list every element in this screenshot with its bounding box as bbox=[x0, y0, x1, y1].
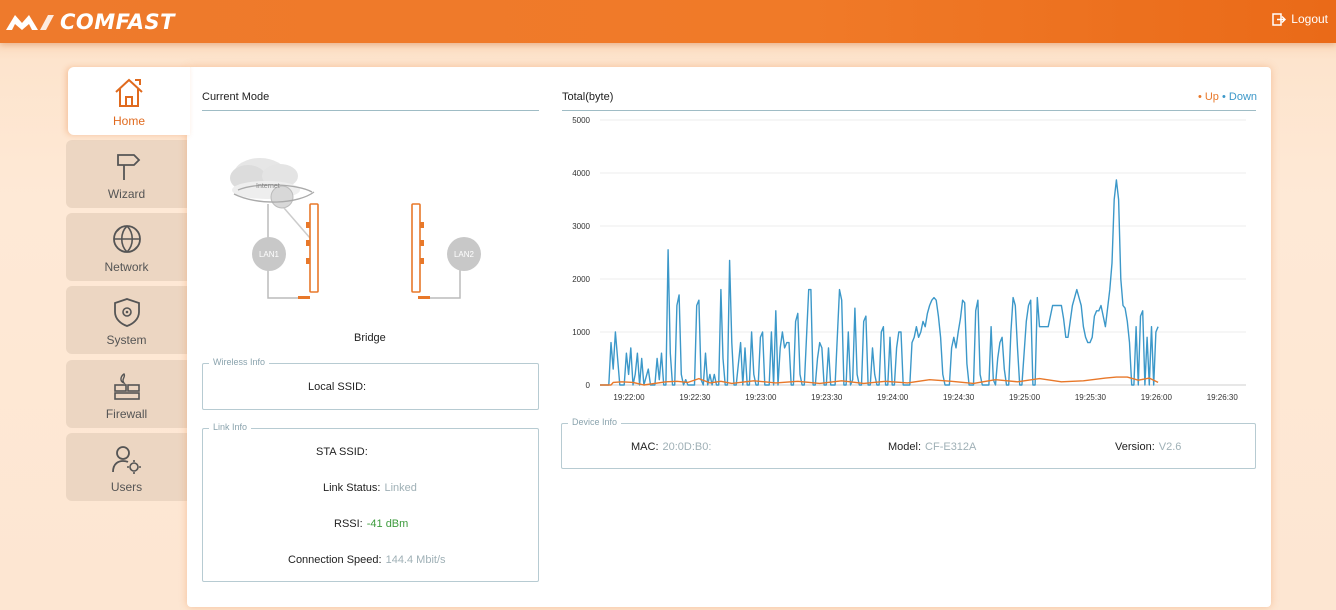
sidebar-item-firewall[interactable]: Firewall bbox=[66, 360, 187, 428]
x-tick-label: 19:25:30 bbox=[1075, 393, 1107, 402]
divider bbox=[202, 110, 539, 111]
version-label: Version: bbox=[1115, 441, 1155, 453]
x-tick-label: 19:22:30 bbox=[679, 393, 711, 402]
traffic-chart-title: Total(byte) bbox=[562, 91, 614, 103]
sidebar-item-label: System bbox=[106, 333, 147, 347]
sidebar-item-label: Home bbox=[112, 114, 145, 128]
x-tick-label: 19:24:30 bbox=[943, 393, 975, 402]
sidebar-item-system[interactable]: System bbox=[66, 286, 187, 354]
connection-speed-row: Connection Speed: 144.4 Mbit/s bbox=[288, 554, 446, 566]
x-tick-label: 19:22:00 bbox=[613, 393, 645, 402]
rssi-row: RSSI: -41 dBm bbox=[334, 518, 408, 530]
internet-cloud-icon: Internet bbox=[230, 158, 315, 209]
sidebar-item-users[interactable]: Users bbox=[66, 433, 187, 501]
lan2-node bbox=[447, 237, 481, 271]
link-info-box: Link Info bbox=[202, 422, 539, 582]
model-row: Model: CF-E312A bbox=[888, 441, 976, 453]
sidebar-item-label: Network bbox=[104, 260, 149, 274]
sidebar-item-wizard[interactable]: Wizard bbox=[66, 140, 187, 208]
sta-ssid-label: STA SSID: bbox=[316, 446, 368, 458]
x-tick-label: 19:26:00 bbox=[1141, 393, 1173, 402]
x-tick-label: 19:26:30 bbox=[1207, 393, 1239, 402]
device-info-box: Device Info bbox=[561, 417, 1256, 469]
version-value: V2.6 bbox=[1158, 441, 1182, 453]
logout-label: Logout bbox=[1291, 12, 1328, 26]
current-mode-title: Current Mode bbox=[202, 91, 270, 103]
lan1-label: LAN1 bbox=[259, 250, 280, 259]
model-value: CF-E312A bbox=[925, 441, 977, 453]
lan2-label: LAN2 bbox=[454, 250, 475, 259]
comfast-logo-icon bbox=[6, 15, 54, 30]
y-tick-label: 5000 bbox=[572, 116, 590, 125]
sidebar-item-label: Wizard bbox=[107, 187, 146, 201]
cpe-device-left-icon bbox=[298, 203, 319, 299]
y-tick-label: 0 bbox=[586, 381, 591, 390]
traffic-legend: • Up • Down bbox=[1198, 91, 1257, 103]
rssi-label: RSSI: bbox=[334, 518, 363, 530]
series-line-down bbox=[600, 179, 1159, 386]
connection-speed-value: 144.4 Mbit/s bbox=[385, 554, 446, 566]
signpost-icon bbox=[112, 148, 142, 184]
user-settings-icon bbox=[111, 441, 143, 477]
x-tick-label: 19:23:30 bbox=[811, 393, 843, 402]
home-icon bbox=[113, 75, 145, 111]
local-ssid-label: Local SSID: bbox=[308, 381, 367, 393]
wireless-info-legend: Wireless Info bbox=[209, 357, 270, 367]
shield-gear-icon bbox=[112, 294, 142, 330]
main-panel bbox=[187, 67, 1271, 607]
y-tick-label: 2000 bbox=[572, 275, 590, 284]
logout-icon bbox=[1272, 12, 1287, 26]
traffic-chart: 0 1000 2000 3000 4000 5000 19:22:00 19:22:30 19… bbox=[572, 116, 1246, 402]
sta-ssid-row: STA SSID: bbox=[316, 446, 372, 458]
bridge-diagram: Internet LAN1 LAN2 bbox=[230, 158, 481, 299]
legend-down: • Down bbox=[1221, 91, 1257, 103]
sidebar-item-label: Firewall bbox=[105, 407, 148, 421]
y-tick-label: 3000 bbox=[572, 222, 590, 231]
lan1-node bbox=[252, 237, 286, 271]
cpe-device-right-icon bbox=[411, 203, 430, 299]
series-line-up bbox=[600, 376, 1159, 386]
comfast-logo: COMFAST bbox=[4, 10, 175, 34]
link-status-row: Link Status: Linked bbox=[323, 482, 417, 494]
mode-value: Bridge bbox=[354, 332, 386, 344]
mac-label: MAC: bbox=[631, 441, 659, 453]
firewall-icon bbox=[112, 368, 142, 404]
link-status-value: Linked bbox=[384, 482, 417, 494]
internet-label: Internet bbox=[256, 183, 280, 190]
sidebar-item-home[interactable]: Home bbox=[68, 67, 190, 135]
top-bar: COMFAST Logout bbox=[0, 0, 1336, 43]
local-ssid-row: Local SSID: bbox=[308, 381, 370, 393]
connection-speed-label: Connection Speed: bbox=[288, 554, 382, 566]
version-row: Version: V2.6 bbox=[1115, 441, 1181, 453]
logout-button[interactable]: Logout bbox=[1272, 12, 1328, 26]
x-tick-label: 19:23:00 bbox=[745, 393, 777, 402]
y-tick-label: 1000 bbox=[572, 328, 590, 337]
wireless-info-box: Wireless Info bbox=[202, 357, 539, 410]
brand-name: COMFAST bbox=[60, 10, 176, 34]
mac-row: MAC: 20:0D:B0: bbox=[631, 441, 711, 453]
device-info-legend: Device Info bbox=[568, 417, 622, 427]
sidebar-item-network[interactable]: Network bbox=[66, 213, 187, 281]
model-label: Model: bbox=[888, 441, 922, 453]
rssi-value: -41 dBm bbox=[366, 518, 409, 530]
link-info-legend: Link Info bbox=[209, 422, 252, 432]
globe-icon bbox=[111, 221, 143, 257]
x-tick-label: 19:24:00 bbox=[877, 393, 909, 402]
divider bbox=[562, 110, 1256, 111]
x-tick-label: 19:25:00 bbox=[1009, 393, 1041, 402]
link-status-label: Link Status: bbox=[323, 482, 381, 494]
mac-value: 20:0D:B0: bbox=[662, 441, 712, 453]
legend-up: • Up bbox=[1197, 91, 1219, 103]
sidebar-item-label: Users bbox=[110, 480, 143, 494]
y-tick-label: 4000 bbox=[572, 169, 590, 178]
